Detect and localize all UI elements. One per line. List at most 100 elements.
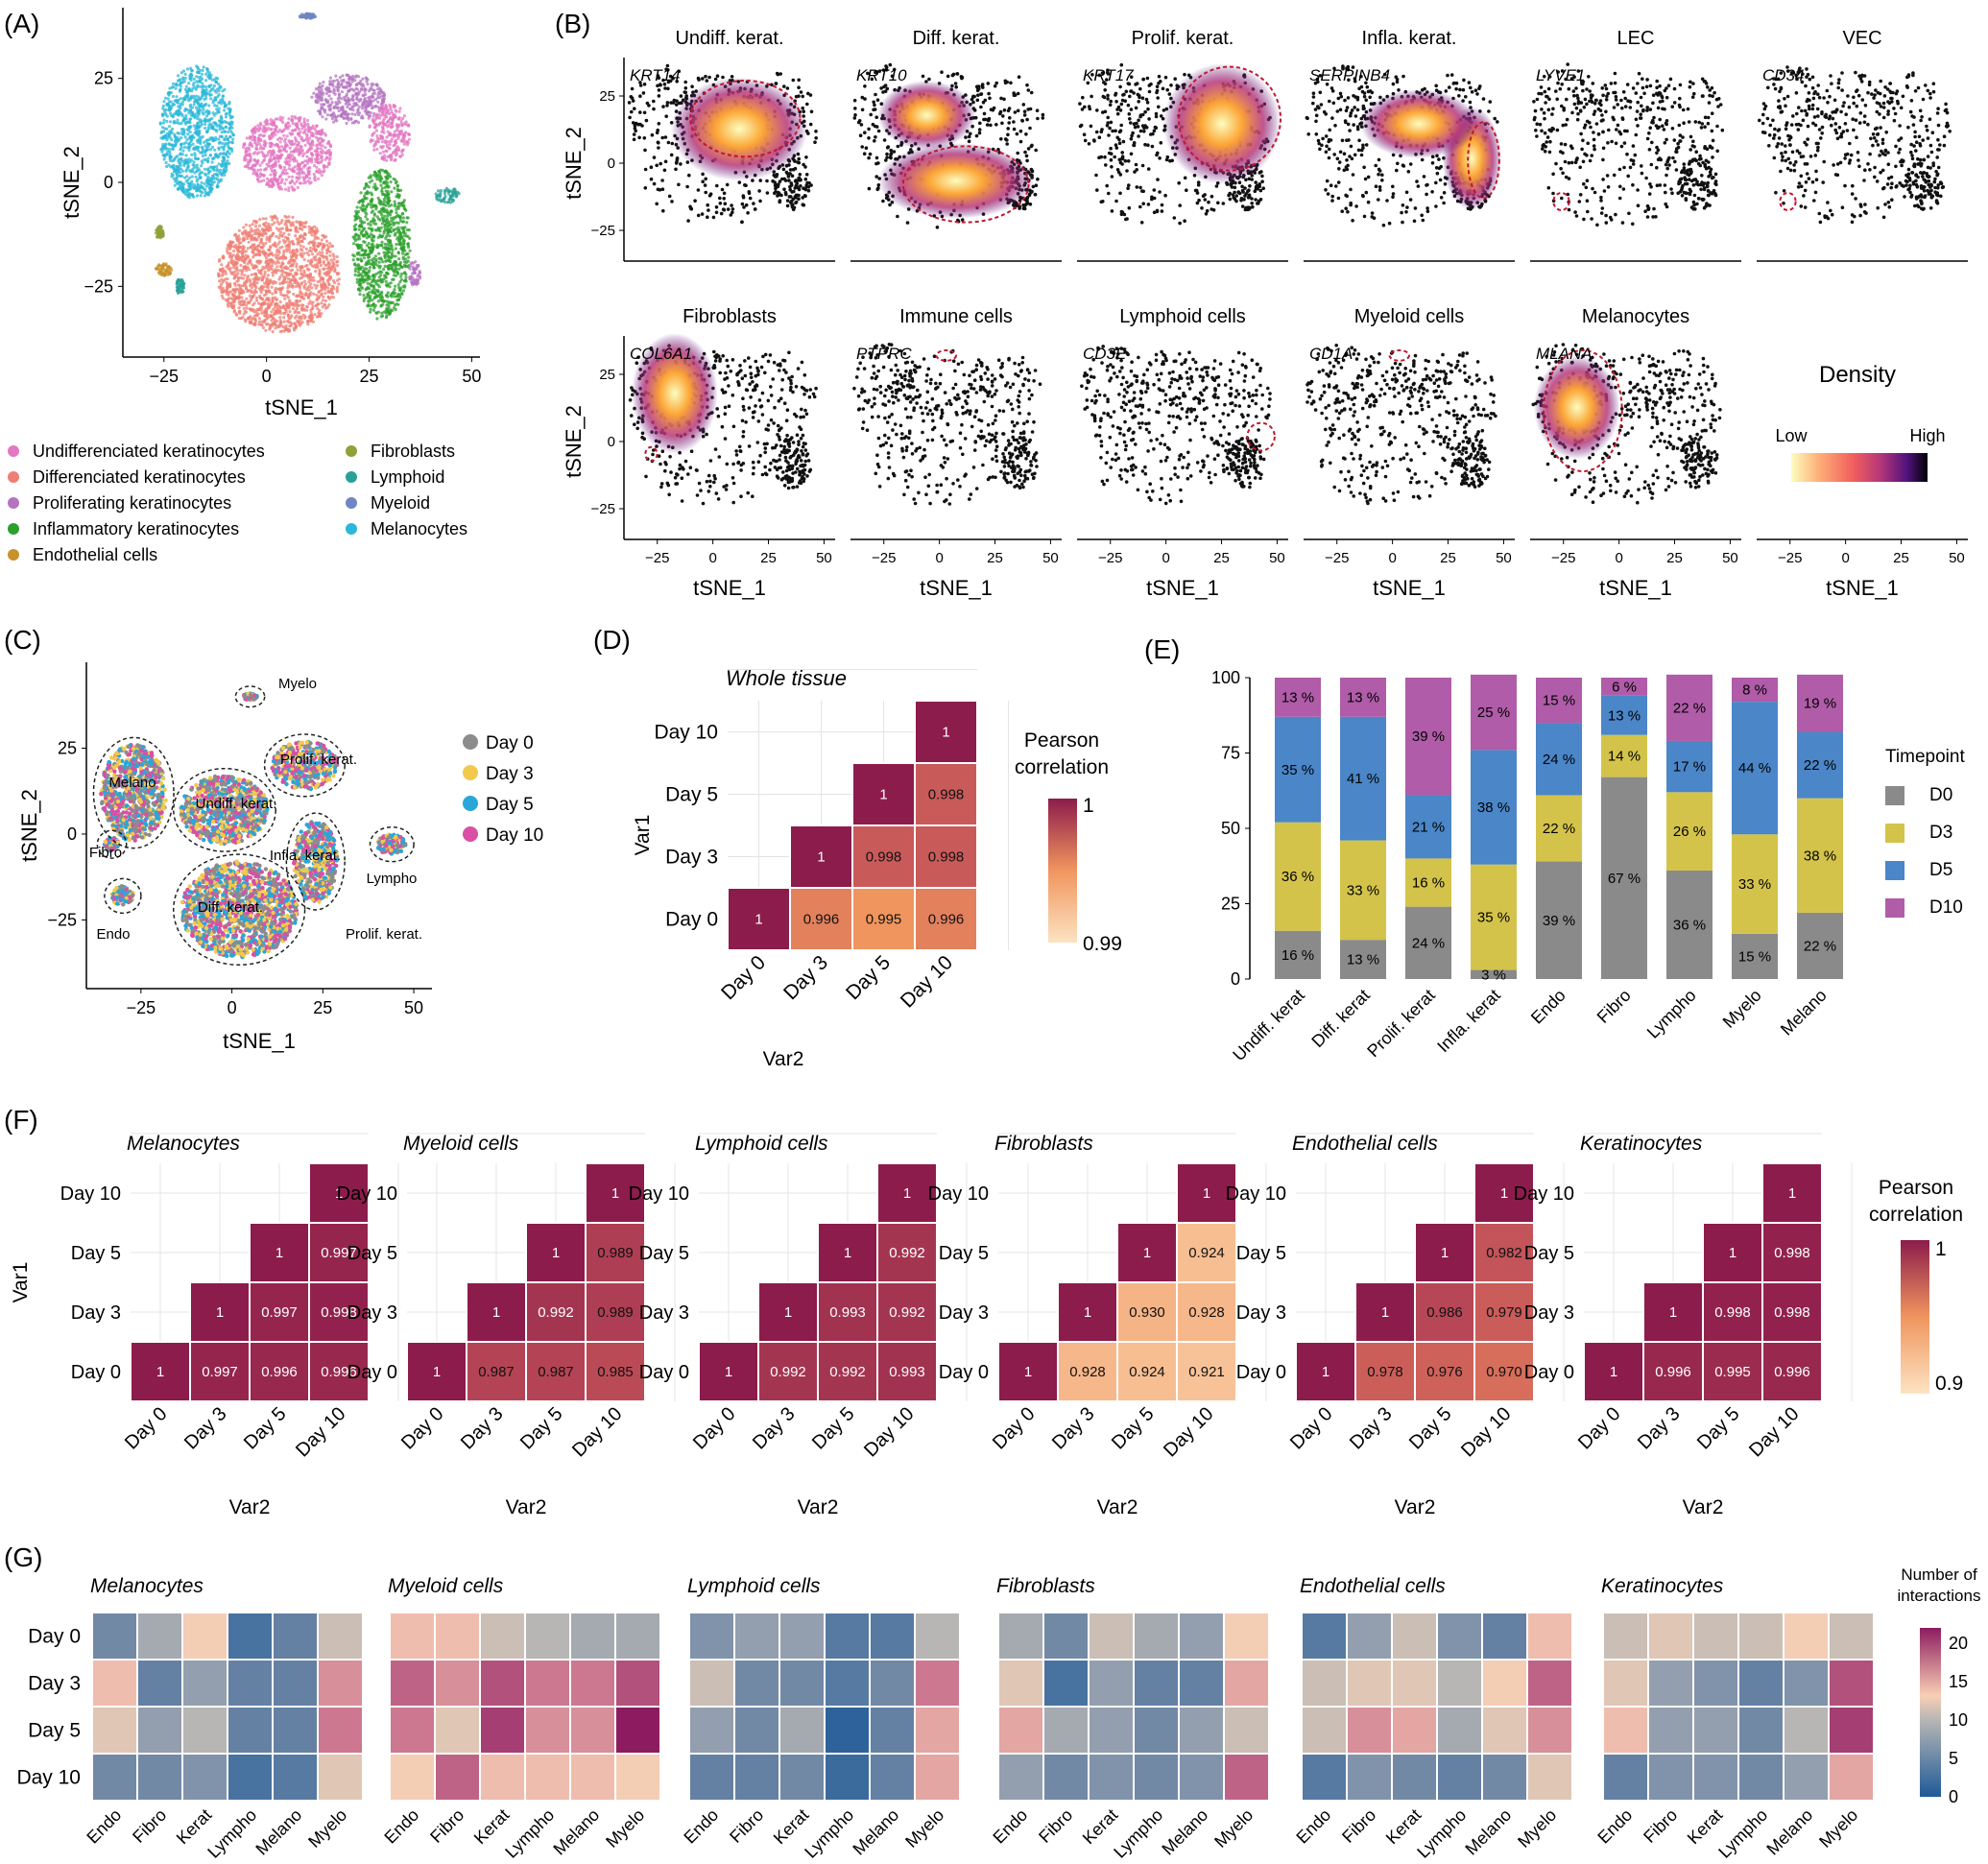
a-point-cluster-3 <box>292 328 297 332</box>
a-point-cluster-0 <box>204 126 207 131</box>
a-point-cluster-4 <box>371 193 374 197</box>
a-point-cluster-4 <box>401 220 406 224</box>
a-point-cluster-3 <box>319 253 323 257</box>
a-point-cluster-0 <box>179 148 182 152</box>
a-point-cluster-4 <box>376 196 380 200</box>
a-point-cluster-3 <box>277 324 281 328</box>
a-point-cluster-0 <box>168 135 172 139</box>
a-point-cluster-4 <box>383 185 387 189</box>
a-point-cluster-5 <box>406 123 410 127</box>
a-point-cluster-4 <box>377 256 381 260</box>
a-point-cluster-3 <box>321 233 324 237</box>
a-point-cluster-3 <box>244 231 248 235</box>
a-point-cluster-4 <box>377 210 381 214</box>
a-point-cluster-1 <box>316 157 321 161</box>
a-point-cluster-0 <box>211 138 216 142</box>
a-point-cluster-2 <box>366 78 370 82</box>
a-point-cluster-0 <box>187 82 191 85</box>
a-point-cluster-3 <box>246 262 250 266</box>
a-point-cluster-1 <box>268 184 272 188</box>
a-point-cluster-1 <box>265 182 269 186</box>
a-point-cluster-5 <box>389 105 393 108</box>
a-point-cluster-4 <box>401 289 406 293</box>
a-point-cluster-0 <box>203 103 207 108</box>
a-point-cluster-0 <box>200 123 204 127</box>
a-point-cluster-0 <box>214 135 218 140</box>
a-point-cluster-0 <box>223 138 227 142</box>
a-point-cluster-1 <box>309 180 313 184</box>
a-point-cluster-0 <box>199 138 203 142</box>
a-point-cluster-0 <box>180 181 184 185</box>
a-point-cluster-0 <box>199 141 203 146</box>
a-point-cluster-3 <box>289 321 293 324</box>
a-point-cluster-0 <box>215 164 219 169</box>
a-point-cluster-0 <box>180 188 184 192</box>
panel-labels: (A) (B) (C) (D) (E) (F) (G) <box>4 9 1180 1572</box>
a-point-cluster-4 <box>362 240 366 244</box>
a-point-cluster-3 <box>281 257 285 261</box>
a-point-cluster-0 <box>171 82 175 85</box>
a-point-cluster-0 <box>228 110 231 114</box>
a-point-cluster-5 <box>386 130 390 133</box>
a-point-cluster-3 <box>286 261 291 265</box>
a-point-cluster-1 <box>327 162 331 166</box>
a-point-cluster-4 <box>395 243 398 247</box>
a-point-cluster-4 <box>394 247 397 251</box>
a-point-cluster-4 <box>385 299 389 303</box>
a-point-cluster-3 <box>226 249 229 253</box>
a-point-cluster-3 <box>321 299 324 302</box>
a-point-cluster-4 <box>387 192 391 196</box>
a-point-cluster-1 <box>299 124 303 128</box>
a-point-cluster-0 <box>217 146 221 150</box>
a-point-cluster-2 <box>332 120 336 124</box>
a-point-cluster-0 <box>177 159 180 163</box>
a-point-cluster-5 <box>381 129 385 132</box>
a-point-cluster-3 <box>271 296 275 299</box>
a-point-cluster-1 <box>299 135 303 140</box>
a-point-cluster-0 <box>196 117 200 121</box>
a-point-cluster-4 <box>355 257 360 261</box>
a-point-cluster-3 <box>292 224 296 227</box>
a-point-cluster-1 <box>300 160 304 164</box>
a-point-cluster-0 <box>224 125 228 129</box>
a-point-cluster-2 <box>342 78 346 82</box>
a-point-cluster-3 <box>232 309 237 313</box>
a-point-cluster-3 <box>269 323 273 326</box>
a-point-cluster-5 <box>380 140 384 144</box>
a-point-cluster-5 <box>386 125 390 129</box>
a-point-cluster-0 <box>220 162 224 166</box>
a-point-cluster-3 <box>271 264 275 268</box>
a-point-cluster-4 <box>365 261 369 265</box>
a-point-cluster-0 <box>228 161 231 165</box>
a-point-cluster-4 <box>388 259 392 263</box>
a-point-cluster-3 <box>299 269 302 273</box>
a-point-cluster-1 <box>243 165 247 169</box>
a-point-cluster-3 <box>253 323 257 326</box>
a-point-cluster-1 <box>291 169 295 173</box>
a-point-cluster-0 <box>228 135 232 139</box>
a-point-cluster-4 <box>360 229 365 233</box>
a-point-cluster-5 <box>372 143 376 147</box>
a-point-cluster-1 <box>324 152 328 155</box>
a-point-cluster-4 <box>375 246 379 250</box>
a-point-cluster-4 <box>366 281 370 285</box>
a-point-cluster-4 <box>372 235 376 239</box>
a-point-cluster-0 <box>187 157 191 161</box>
a-point-cluster-2 <box>370 107 374 110</box>
a-point-cluster-4 <box>364 210 368 214</box>
a-point-cluster-4 <box>398 288 402 292</box>
a-point-cluster-0 <box>190 184 194 188</box>
a-point-cluster-1 <box>285 134 289 138</box>
a-point-cluster-7 <box>415 267 419 271</box>
a-point-cluster-1 <box>256 140 260 144</box>
a-point-cluster-1 <box>279 180 283 185</box>
a-point-cluster-0 <box>187 196 191 200</box>
a-point-cluster-3 <box>249 245 253 249</box>
a-point-cluster-4 <box>396 292 400 296</box>
a-point-cluster-1 <box>295 176 299 179</box>
a-point-cluster-5 <box>397 109 401 113</box>
a-point-cluster-0 <box>199 75 203 79</box>
a-point-cluster-0 <box>214 111 218 115</box>
a-point-cluster-1 <box>250 142 253 146</box>
a-point-cluster-3 <box>281 254 285 258</box>
